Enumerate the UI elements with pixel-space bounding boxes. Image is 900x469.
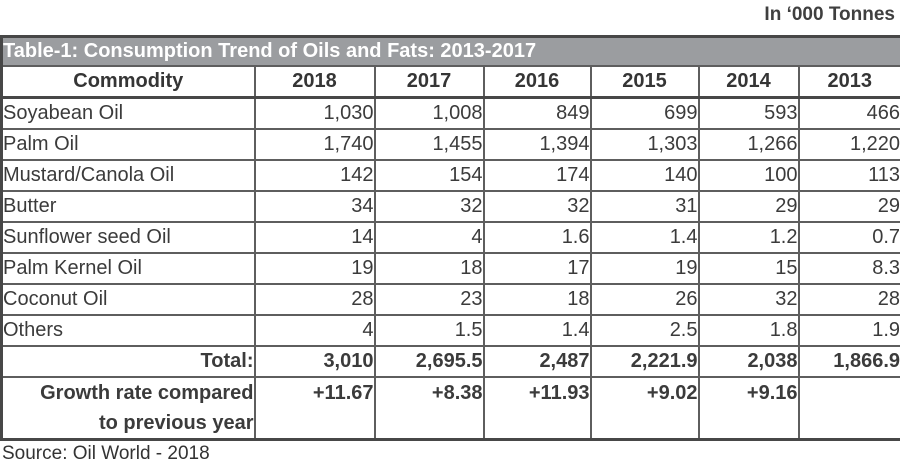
value-cell: 32 [697, 282, 800, 316]
column-header-2017: 2017 [373, 64, 485, 99]
value-cell: 17 [482, 251, 592, 285]
value-cell: 174 [482, 158, 592, 192]
growth-value-cell: +8.38 [373, 375, 485, 440]
value-cell: 19 [589, 251, 700, 285]
total-label: Total: [0, 344, 256, 378]
value-cell: 18 [373, 251, 485, 285]
table-row: Coconut Oil 28 23 18 26 32 28 [0, 282, 900, 316]
table-row: Mustard/Canola Oil 142 154 174 140 100 1… [0, 158, 900, 192]
value-cell: 28 [797, 282, 900, 316]
value-cell: 593 [697, 96, 800, 130]
commodity-cell: Palm Oil [0, 127, 256, 161]
value-cell: 1.2 [697, 220, 800, 254]
value-cell: 23 [373, 282, 485, 316]
value-cell: 28 [253, 282, 376, 316]
growth-rate-label-line1: Growth rate compared [40, 381, 254, 404]
commodity-cell: Coconut Oil [0, 282, 256, 316]
value-cell: 1,220 [797, 127, 900, 161]
value-cell: 1,030 [253, 96, 376, 130]
value-cell: 1,740 [253, 127, 376, 161]
column-header-2018: 2018 [253, 64, 376, 99]
value-cell: 0.7 [797, 220, 900, 254]
growth-value-cell: +11.67 [253, 375, 376, 440]
value-cell: 18 [482, 282, 592, 316]
total-value-cell: 2,038 [697, 344, 800, 378]
value-cell: 32 [482, 189, 592, 223]
value-cell: 1,303 [589, 127, 700, 161]
value-cell: 29 [697, 189, 800, 223]
value-cell: 1,266 [697, 127, 800, 161]
table-row: Palm Oil 1,740 1,455 1,394 1,303 1,266 1… [0, 127, 900, 161]
growth-value-cell: +9.16 [697, 375, 800, 440]
column-header-2014: 2014 [697, 64, 800, 99]
value-cell: 1,008 [373, 96, 485, 130]
value-cell: 1.5 [373, 313, 485, 347]
source-note: Source: Oil World - 2018 [2, 442, 210, 464]
unit-label: In ‘000 Tonnes [764, 4, 895, 25]
table-title: Table-1: Consumption Trend of Oils and F… [0, 35, 900, 67]
total-value-cell: 2,221.9 [589, 344, 700, 378]
table-row: Sunflower seed Oil 14 4 1.6 1.4 1.2 0.7 [0, 220, 900, 254]
value-cell: 26 [589, 282, 700, 316]
value-cell: 1.9 [797, 313, 900, 347]
column-header-2013: 2013 [797, 64, 900, 99]
consumption-table: Table-1: Consumption Trend of Oils and F… [0, 35, 900, 441]
value-cell: 31 [589, 189, 700, 223]
table-header-row: Commodity 2018 2017 2016 2015 2014 2013 [0, 64, 900, 99]
value-cell: 1.6 [482, 220, 592, 254]
value-cell: 1,455 [373, 127, 485, 161]
value-cell: 154 [373, 158, 485, 192]
commodity-cell: Mustard/Canola Oil [0, 158, 256, 192]
column-header-2015: 2015 [589, 64, 700, 99]
value-cell: 466 [797, 96, 900, 130]
value-cell: 14 [253, 220, 376, 254]
total-value-cell: 3,010 [253, 344, 376, 378]
growth-value-cell: +9.02 [589, 375, 700, 440]
value-cell: 15 [697, 251, 800, 285]
total-value-cell: 2,487 [482, 344, 592, 378]
total-value-cell: 1,866.9 [797, 344, 900, 378]
total-value-cell: 2,695.5 [373, 344, 485, 378]
commodity-cell: Palm Kernel Oil [0, 251, 256, 285]
growth-rate-label: Growth rate compared to previous year [0, 375, 256, 440]
value-cell: 1,394 [482, 127, 592, 161]
table-title-row: Table-1: Consumption Trend of Oils and F… [0, 35, 900, 67]
table-row: Soyabean Oil 1,030 1,008 849 699 593 466 [0, 96, 900, 130]
growth-value-cell: +11.93 [482, 375, 592, 440]
value-cell: 1.4 [482, 313, 592, 347]
value-cell: 29 [797, 189, 900, 223]
value-cell: 100 [697, 158, 800, 192]
value-cell: 849 [482, 96, 592, 130]
value-cell: 4 [253, 313, 376, 347]
column-header-2016: 2016 [482, 64, 592, 99]
commodity-cell: Soyabean Oil [0, 96, 256, 130]
value-cell: 142 [253, 158, 376, 192]
commodity-cell: Sunflower seed Oil [0, 220, 256, 254]
value-cell: 8.3 [797, 251, 900, 285]
growth-value-cell [797, 375, 900, 440]
table-row: Palm Kernel Oil 19 18 17 19 15 8.3 [0, 251, 900, 285]
growth-rate-row: Growth rate compared to previous year +1… [0, 375, 900, 440]
value-cell: 34 [253, 189, 376, 223]
table-row: Butter 34 32 32 31 29 29 [0, 189, 900, 223]
value-cell: 699 [589, 96, 700, 130]
value-cell: 113 [797, 158, 900, 192]
value-cell: 19 [253, 251, 376, 285]
table-row: Others 4 1.5 1.4 2.5 1.8 1.9 [0, 313, 900, 347]
value-cell: 4 [373, 220, 485, 254]
value-cell: 1.4 [589, 220, 700, 254]
value-cell: 1.8 [697, 313, 800, 347]
total-row: Total: 3,010 2,695.5 2,487 2,221.9 2,038… [0, 344, 900, 378]
column-header-commodity: Commodity [0, 64, 256, 99]
value-cell: 2.5 [589, 313, 700, 347]
commodity-cell: Butter [0, 189, 256, 223]
growth-rate-label-line2: to previous year [98, 411, 254, 434]
commodity-cell: Others [0, 313, 256, 347]
value-cell: 32 [373, 189, 485, 223]
value-cell: 140 [589, 158, 700, 192]
